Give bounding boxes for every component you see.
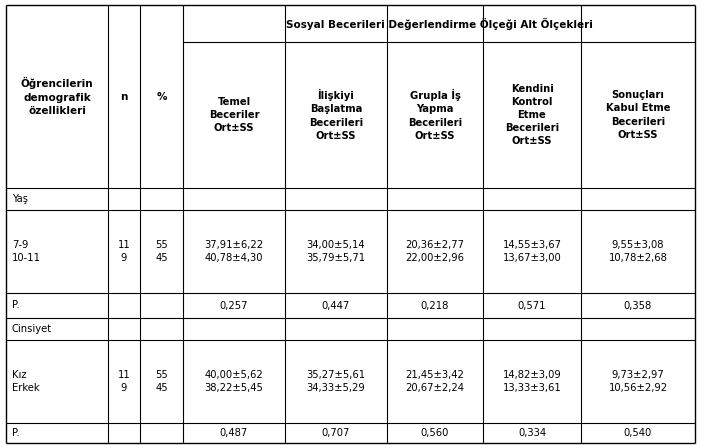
Text: 7-9
10-11: 7-9 10-11 xyxy=(12,240,41,263)
Text: P.: P. xyxy=(12,300,20,311)
Text: Temel
Beceriler
Ort±SS: Temel Beceriler Ort±SS xyxy=(209,97,259,133)
Text: Grupla İş
Yapma
Becerileri
Ort±SS: Grupla İş Yapma Becerileri Ort±SS xyxy=(408,89,462,141)
Text: 0,257: 0,257 xyxy=(219,300,248,311)
Text: Sosyal Becerileri Değerlendirme Ölçeği Alt Ölçekleri: Sosyal Becerileri Değerlendirme Ölçeği A… xyxy=(285,17,592,29)
Text: 0,447: 0,447 xyxy=(322,300,350,311)
Text: 0,571: 0,571 xyxy=(518,300,546,311)
Text: 34,00±5,14
35,79±5,71: 34,00±5,14 35,79±5,71 xyxy=(306,240,365,263)
Text: 0,707: 0,707 xyxy=(322,428,350,438)
Text: 55
45: 55 45 xyxy=(155,240,168,263)
Text: 35,27±5,61
34,33±5,29: 35,27±5,61 34,33±5,29 xyxy=(306,370,365,393)
Text: İlişkiyi
Başlatma
Becerileri
Ort±SS: İlişkiyi Başlatma Becerileri Ort±SS xyxy=(309,89,363,141)
Text: 11
9: 11 9 xyxy=(118,240,130,263)
Text: 14,82±3,09
13,33±3,61: 14,82±3,09 13,33±3,61 xyxy=(503,370,562,393)
Text: 40,00±5,62
38,22±5,45: 40,00±5,62 38,22±5,45 xyxy=(205,370,264,393)
Text: P.: P. xyxy=(12,428,20,438)
Text: Cinsiyet: Cinsiyet xyxy=(12,324,52,334)
Text: Kız
Erkek: Kız Erkek xyxy=(12,370,40,393)
Text: 9,55±3,08
10,78±2,68: 9,55±3,08 10,78±2,68 xyxy=(608,240,667,263)
Text: 0,540: 0,540 xyxy=(624,428,652,438)
Text: 9,73±2,97
10,56±2,92: 9,73±2,97 10,56±2,92 xyxy=(608,370,667,393)
Text: 11
9: 11 9 xyxy=(118,370,130,393)
Text: Sonuçları
Kabul Etme
Becerileri
Ort±SS: Sonuçları Kabul Etme Becerileri Ort±SS xyxy=(606,90,670,140)
Text: 21,45±3,42
20,67±2,24: 21,45±3,42 20,67±2,24 xyxy=(405,370,465,393)
Text: Yaş: Yaş xyxy=(12,194,28,204)
Text: 14,55±3,67
13,67±3,00: 14,55±3,67 13,67±3,00 xyxy=(503,240,562,263)
Text: 0,560: 0,560 xyxy=(421,428,449,438)
Text: 0,334: 0,334 xyxy=(518,428,546,438)
Text: 0,358: 0,358 xyxy=(624,300,652,311)
Text: 0,218: 0,218 xyxy=(421,300,449,311)
Text: 0,487: 0,487 xyxy=(220,428,248,438)
Text: n: n xyxy=(121,92,128,101)
Text: %: % xyxy=(156,92,167,101)
Text: 37,91±6,22
40,78±4,30: 37,91±6,22 40,78±4,30 xyxy=(205,240,264,263)
Text: 20,36±2,77
22,00±2,96: 20,36±2,77 22,00±2,96 xyxy=(405,240,465,263)
Text: Öğrencilerin
demografik
özellikleri: Öğrencilerin demografik özellikleri xyxy=(21,77,93,116)
Text: Kendini
Kontrol
Etme
Becerileri
Ort±SS: Kendini Kontrol Etme Becerileri Ort±SS xyxy=(505,84,559,146)
Text: 55
45: 55 45 xyxy=(155,370,168,393)
